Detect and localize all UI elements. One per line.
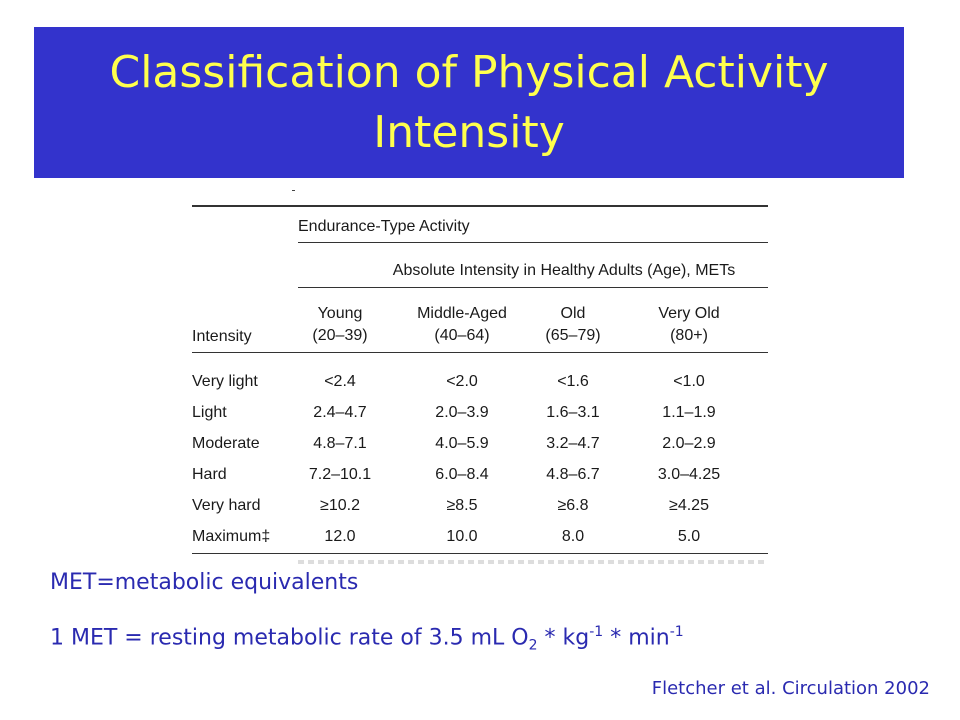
table-top-rule (192, 205, 768, 207)
table-cell: 2.4–4.7 (313, 404, 367, 421)
citation: Fletcher et al. Circulation 2002 (651, 678, 930, 699)
col-range-young: (20–39) (312, 327, 368, 344)
table-cell: <2.0 (446, 373, 478, 390)
table-cell: 4.8–6.7 (546, 466, 600, 483)
row-label: Maximum‡ (192, 528, 271, 545)
table-cell: 1.1–1.9 (662, 404, 716, 421)
footnote-remnant (298, 560, 768, 564)
table-cell: 1.6–3.1 (546, 404, 600, 421)
group-rule (298, 242, 768, 243)
met-definition: MET=metabolic equivalents (50, 570, 359, 595)
table-cell: 4.8–7.1 (313, 435, 367, 452)
row-label: Very light (192, 373, 258, 390)
min-superscript: -1 (669, 624, 684, 640)
intensity-header: Intensity (192, 328, 252, 345)
table-cell: <2.4 (324, 373, 356, 390)
table-cell: ≥4.25 (669, 497, 709, 514)
table-cell: 2.0–2.9 (662, 435, 716, 452)
met-rate-line: 1 MET = resting metabolic rate of 3.5 mL… (50, 624, 684, 654)
min-text: * min (603, 625, 670, 651)
table-cell: 4.0–5.9 (435, 435, 489, 452)
sub-rule (298, 287, 768, 288)
table-cell: 8.0 (561, 528, 585, 545)
intensity-table: Endurance-Type Activity Absolute Intensi… (192, 190, 768, 564)
title-banner: Classification of Physical Activity Inte… (34, 27, 904, 178)
row-label: Hard (192, 466, 227, 483)
o2-subscript: 2 (528, 637, 538, 654)
table-cell: 6.0–8.4 (435, 466, 489, 483)
col-range-old: (65–79) (545, 327, 601, 344)
col-range-middle-aged: (40–64) (434, 327, 490, 344)
met-rate-prefix: 1 MET = resting metabolic rate of 3.5 mL… (50, 625, 529, 651)
slide-title-line1: Classification of Physical Activity (109, 46, 829, 98)
table-cell: 3.2–4.7 (546, 435, 600, 452)
kg-superscript: -1 (589, 624, 604, 640)
table-cell: 12.0 (324, 528, 356, 545)
table-cell: 2.0–3.9 (435, 404, 489, 421)
table-cell: ≥6.8 (557, 497, 589, 514)
col-header-old: Old (560, 305, 586, 322)
row-label: Light (192, 404, 227, 421)
group-header: Endurance-Type Activity (298, 218, 470, 235)
col-header-middle-aged: Middle-Aged (417, 305, 507, 322)
header-rule (192, 352, 768, 353)
kg-text: * kg (537, 625, 590, 651)
col-header-young: Young (317, 305, 363, 322)
table-cell: 5.0 (677, 528, 701, 545)
sub-header: Absolute Intensity in Healthy Adults (Ag… (392, 262, 736, 279)
table-cell: <1.6 (557, 373, 589, 390)
table-cell: <1.0 (673, 373, 705, 390)
row-label: Moderate (192, 435, 260, 452)
table-cell: 7.2–10.1 (308, 466, 372, 483)
table-cell: ≥8.5 (446, 497, 478, 514)
table-cell: 10.0 (446, 528, 478, 545)
row-label: Very hard (192, 497, 261, 514)
table-mark (292, 190, 295, 191)
table-cell: 3.0–4.25 (657, 466, 721, 483)
table-bottom-rule (192, 553, 768, 554)
col-range-very-old: (80+) (670, 327, 708, 344)
slide-title-line2: Intensity (373, 106, 565, 158)
table-cell: ≥10.2 (320, 497, 360, 514)
col-header-very-old: Very Old (658, 305, 720, 322)
